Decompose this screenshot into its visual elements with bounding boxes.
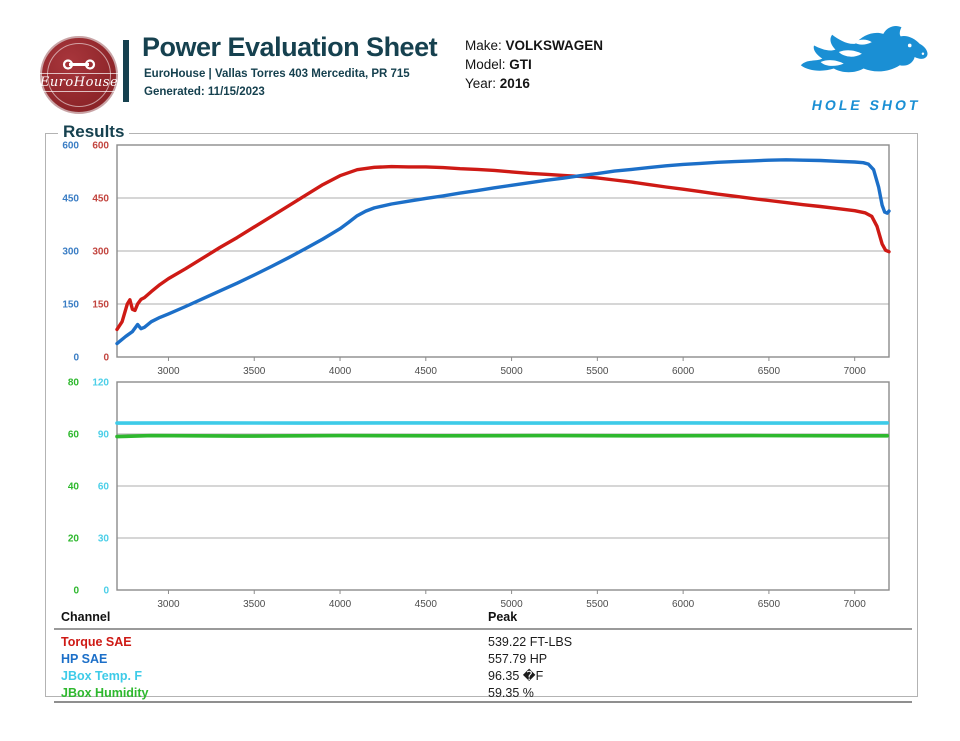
- environment-chart: 0 20 40 60 80 0 30 60 90 120 3000 3500 4000 4500 5000 5…: [68, 378, 890, 610]
- logo-script-text: EuroHouse: [35, 73, 123, 92]
- make-label: Make:: [465, 38, 502, 53]
- peak-value: 96.35 �F: [488, 669, 544, 683]
- x-tick-label: 3000: [157, 599, 180, 610]
- series-hp-sae: [115, 158, 891, 346]
- peak-table: Channel Peak Torque SAE 539.22 FT-LBS HP S…: [54, 610, 912, 703]
- title-accent-bar: [123, 40, 129, 102]
- x-tick-label: 6000: [672, 599, 695, 610]
- series-jbox-humidity: [115, 433, 890, 439]
- vehicle-model: Model: GTI: [465, 55, 603, 74]
- holeshot-brand: HOLE SHOT: [782, 24, 950, 115]
- channel-name: JBox Humidity: [61, 685, 149, 700]
- y-tick-label: 60: [68, 430, 80, 441]
- x-tick-label: 6500: [758, 599, 781, 610]
- x-tick-label: 7000: [844, 366, 867, 377]
- y-tick-label: 450: [62, 194, 79, 205]
- y-tick-label: 0: [103, 353, 109, 364]
- x-tick-label: 3500: [243, 366, 266, 377]
- channel-column-header: Channel: [54, 610, 481, 630]
- y-tick-label: 150: [92, 300, 109, 311]
- year-label: Year:: [465, 76, 497, 91]
- channel-name: JBox Temp. F: [61, 668, 143, 683]
- holeshot-horse-icon: [800, 26, 928, 73]
- x-tick-label: 4500: [415, 599, 438, 610]
- peak-column-header: Peak: [481, 610, 912, 630]
- y-tick-label: 150: [62, 300, 79, 311]
- y-tick-label: 40: [68, 482, 80, 493]
- table-row: Torque SAE 539.22 FT-LBS: [54, 629, 912, 650]
- x-tick-label: 5000: [500, 366, 523, 377]
- x-tick-label: 7000: [844, 599, 867, 610]
- y-tick-label: 60: [98, 482, 110, 493]
- generated-date: Generated: 11/15/2023: [144, 86, 265, 98]
- x-tick-label: 6500: [758, 366, 781, 377]
- page-title: Power Evaluation Sheet: [142, 32, 438, 62]
- y-tick-label: 80: [68, 378, 80, 389]
- y-tick-label: 120: [92, 378, 109, 389]
- vehicle-year: Year: 2016: [465, 74, 603, 93]
- y-tick-label: 0: [103, 586, 109, 597]
- year-value: 2016: [499, 76, 530, 91]
- x-tick-label: 4000: [329, 599, 352, 610]
- results-table-body: Torque SAE 539.22 FT-LBS HP SAE 557.79 HP JB…: [54, 629, 912, 702]
- x-tick-label: 6000: [672, 366, 695, 377]
- model-label: Model:: [465, 57, 506, 72]
- x-tick-label: 4500: [415, 366, 438, 377]
- series-torque-sae: [115, 164, 891, 332]
- vehicle-info: Make: VOLKSWAGEN Model: GTI Year: 2016: [465, 36, 603, 93]
- table-row: JBox Humidity 59.35 %: [54, 684, 912, 702]
- plot-border: [116, 381, 890, 591]
- peak-value: 59.35 %: [488, 685, 534, 700]
- shop-address: EuroHouse | Vallas Torres 403 Mercedita,…: [144, 68, 410, 80]
- channel-name: HP SAE: [61, 651, 108, 666]
- x-tick-label: 5500: [586, 366, 609, 377]
- y-tick-label: 600: [92, 141, 109, 152]
- y-tick-label: 90: [98, 430, 110, 441]
- channel-name: Torque SAE: [61, 634, 132, 649]
- x-tick-label: 3000: [157, 366, 180, 377]
- eurohouse-logo: EuroHouse: [35, 36, 123, 114]
- x-tick-label: 3500: [243, 599, 266, 610]
- y-tick-label: 450: [92, 194, 109, 205]
- x-tick-label: 5000: [500, 599, 523, 610]
- y-tick-label: 300: [62, 247, 79, 258]
- make-value: VOLKSWAGEN: [505, 38, 604, 53]
- y-tick-label: 300: [92, 247, 109, 258]
- y-tick-label: 30: [98, 534, 110, 545]
- y-tick-label: 600: [62, 141, 79, 152]
- holeshot-brand-name: HOLE SHOT: [810, 97, 922, 113]
- table-row: JBox Temp. F 96.35 �F: [54, 667, 912, 684]
- results-section-label: Results: [58, 122, 130, 142]
- y-tick-label: 0: [73, 353, 79, 364]
- peak-table-header-row: Channel Peak: [54, 610, 912, 630]
- y-tick-label: 0: [73, 586, 79, 597]
- vehicle-make: Make: VOLKSWAGEN: [465, 36, 603, 55]
- peak-value: 539.22 FT-LBS: [488, 634, 573, 649]
- x-tick-label: 4000: [329, 366, 352, 377]
- x-tick-label: 5500: [586, 599, 609, 610]
- y-tick-label: 20: [68, 534, 80, 545]
- table-row: HP SAE 557.79 HP: [54, 650, 912, 667]
- peak-value: 557.79 HP: [488, 651, 548, 666]
- results-section: Results 0 150 300 450 600 0 150 300 450 600 3000 35…: [45, 122, 918, 703]
- model-value: GTI: [509, 57, 532, 72]
- wrench-icon: [62, 59, 96, 70]
